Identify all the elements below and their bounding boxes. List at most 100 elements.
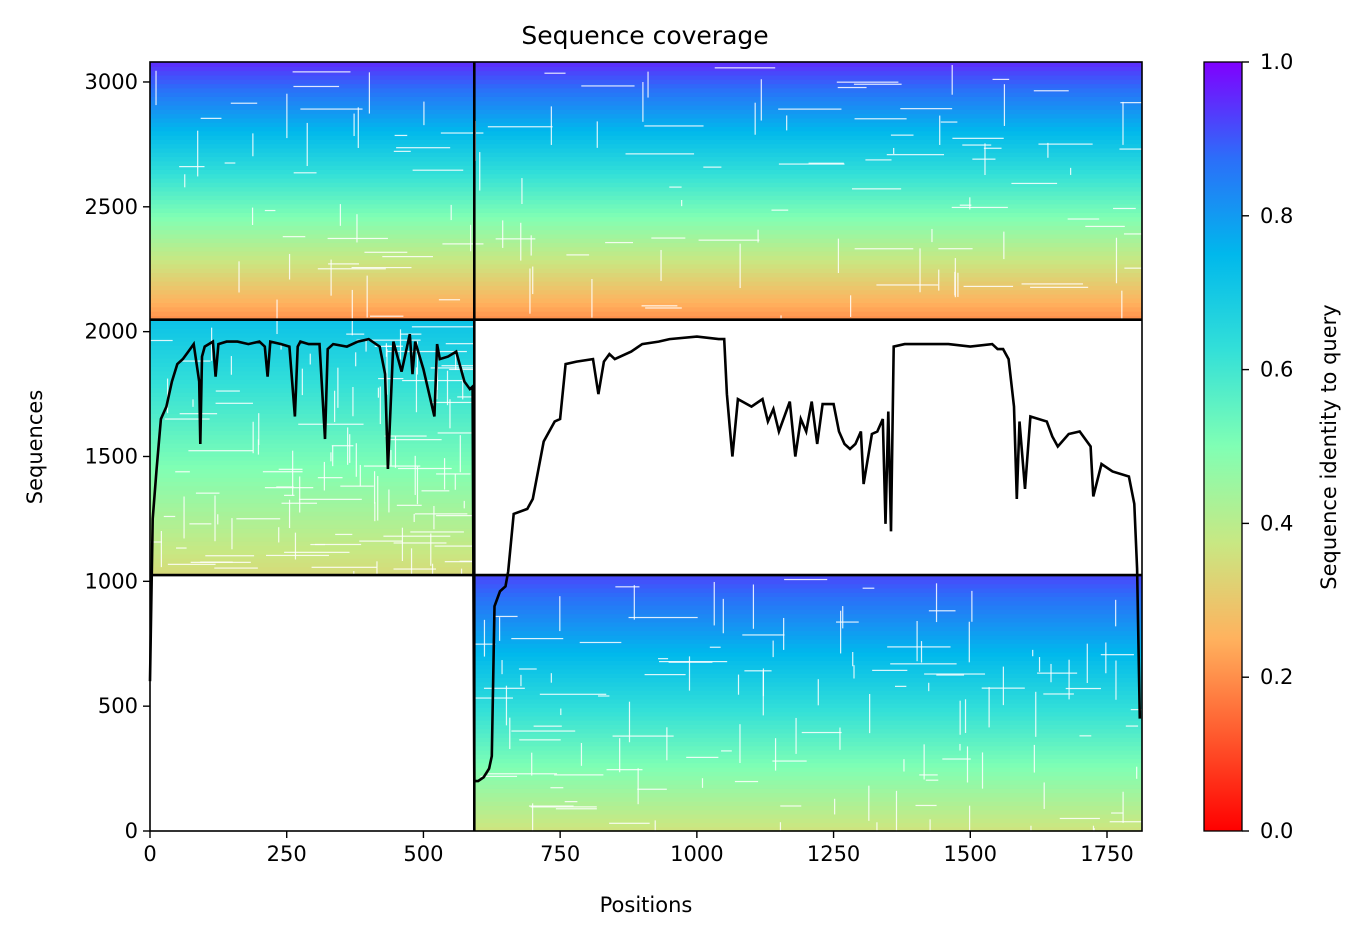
gap-speckle — [938, 248, 973, 250]
gap-speckle — [410, 548, 413, 575]
gap-speckle — [894, 685, 907, 687]
gap-speckle — [836, 621, 859, 623]
gap-speckle — [264, 487, 314, 489]
gap-speckle — [483, 619, 486, 657]
gap-speckle — [1100, 654, 1134, 656]
x-tick-label: 1750 — [1080, 842, 1133, 866]
gap-speckle — [430, 367, 475, 369]
gap-speckle — [347, 427, 349, 465]
x-tick-label: 250 — [267, 842, 307, 866]
block-band — [150, 362, 475, 368]
block-band — [474, 664, 1143, 670]
block-band — [474, 715, 1143, 721]
gap-speckle — [416, 341, 419, 375]
gap-speckle — [188, 450, 254, 452]
block-band — [150, 212, 1142, 218]
gap-speckle — [644, 673, 686, 676]
block-band — [474, 822, 1143, 828]
gap-speckle — [783, 617, 785, 650]
block-band — [150, 392, 475, 397]
block-band — [150, 126, 1142, 132]
gap-speckle — [359, 540, 403, 542]
gap-speckle — [951, 206, 1008, 209]
gap-speckle — [474, 643, 496, 645]
block-band — [150, 160, 1142, 166]
gap-speckle — [637, 788, 667, 790]
gap-speckle — [893, 147, 895, 154]
gap-speckle — [410, 531, 464, 533]
block-band — [474, 651, 1143, 657]
gap-speckle — [352, 387, 354, 417]
gap-speckle — [619, 738, 621, 773]
gap-speckle — [470, 224, 472, 252]
block-band — [150, 293, 1142, 299]
gap-speckle — [301, 368, 303, 396]
gap-speckle — [928, 610, 956, 612]
block-band — [474, 600, 1143, 606]
block-band — [150, 130, 1142, 136]
gap-speckle — [968, 805, 971, 845]
gap-speckle — [446, 370, 449, 406]
gap-speckle — [479, 152, 481, 191]
block-band — [150, 472, 475, 478]
block-band — [474, 660, 1143, 666]
gap-speckle — [596, 121, 598, 148]
gap-speckle — [713, 581, 715, 626]
gap-speckle — [895, 790, 898, 837]
gap-speckle — [373, 471, 376, 504]
gap-speckle — [480, 775, 518, 777]
gap-speckle — [487, 126, 553, 128]
gap-speckle — [780, 315, 782, 333]
gap-speckle — [394, 436, 397, 468]
block-band — [150, 83, 1142, 89]
gap-speckle — [714, 67, 776, 69]
block-band — [150, 489, 475, 495]
block-band — [474, 694, 1143, 700]
gap-speckle — [938, 269, 940, 291]
gap-speckle — [200, 117, 222, 119]
block-band — [150, 357, 475, 363]
gap-speckle — [441, 365, 493, 367]
gap-speckle — [393, 542, 447, 544]
block-band — [150, 506, 475, 512]
gap-speckle — [215, 390, 240, 392]
gap-speckle — [433, 505, 435, 530]
gap-speckle — [539, 693, 607, 695]
gap-speckle — [936, 674, 965, 676]
gap-speckle — [386, 349, 388, 395]
gap-speckle — [1130, 709, 1173, 711]
gap-speckle — [454, 473, 456, 490]
gap-speckle — [925, 779, 939, 781]
gap-speckle — [1033, 744, 1035, 773]
gap-speckle — [200, 561, 233, 563]
block-band — [474, 767, 1143, 772]
gap-speckle — [438, 299, 461, 301]
x-tick-label: 500 — [403, 842, 443, 866]
gap-speckle — [431, 563, 434, 583]
gap-speckle — [853, 665, 855, 679]
block-band — [474, 788, 1143, 794]
gap-speckle — [211, 327, 213, 361]
gap-speckle — [606, 769, 643, 771]
gap-speckle — [1070, 167, 1072, 175]
gap-speckle — [972, 158, 996, 160]
gap-speckle — [654, 820, 656, 844]
gap-speckle — [150, 339, 173, 342]
gap-speckle — [414, 513, 468, 515]
gap-speckle — [886, 154, 945, 156]
y-axis-ticks: 0 500 1000 1500 2000 2500 3000 — [85, 70, 150, 843]
gap-speckle — [971, 590, 973, 622]
gap-speckle — [564, 801, 578, 803]
block-band — [150, 464, 475, 470]
block-band — [474, 690, 1143, 696]
y-tick-label: 0 — [125, 819, 138, 843]
gap-speckle — [520, 674, 522, 687]
block-band — [150, 152, 1142, 158]
block-band — [474, 604, 1143, 610]
gap-speckle — [230, 356, 232, 375]
gap-speckle — [531, 752, 533, 776]
gap-speckle — [445, 343, 476, 345]
gap-speckle — [1125, 725, 1139, 727]
block-band — [474, 762, 1143, 768]
block-band — [474, 587, 1143, 593]
